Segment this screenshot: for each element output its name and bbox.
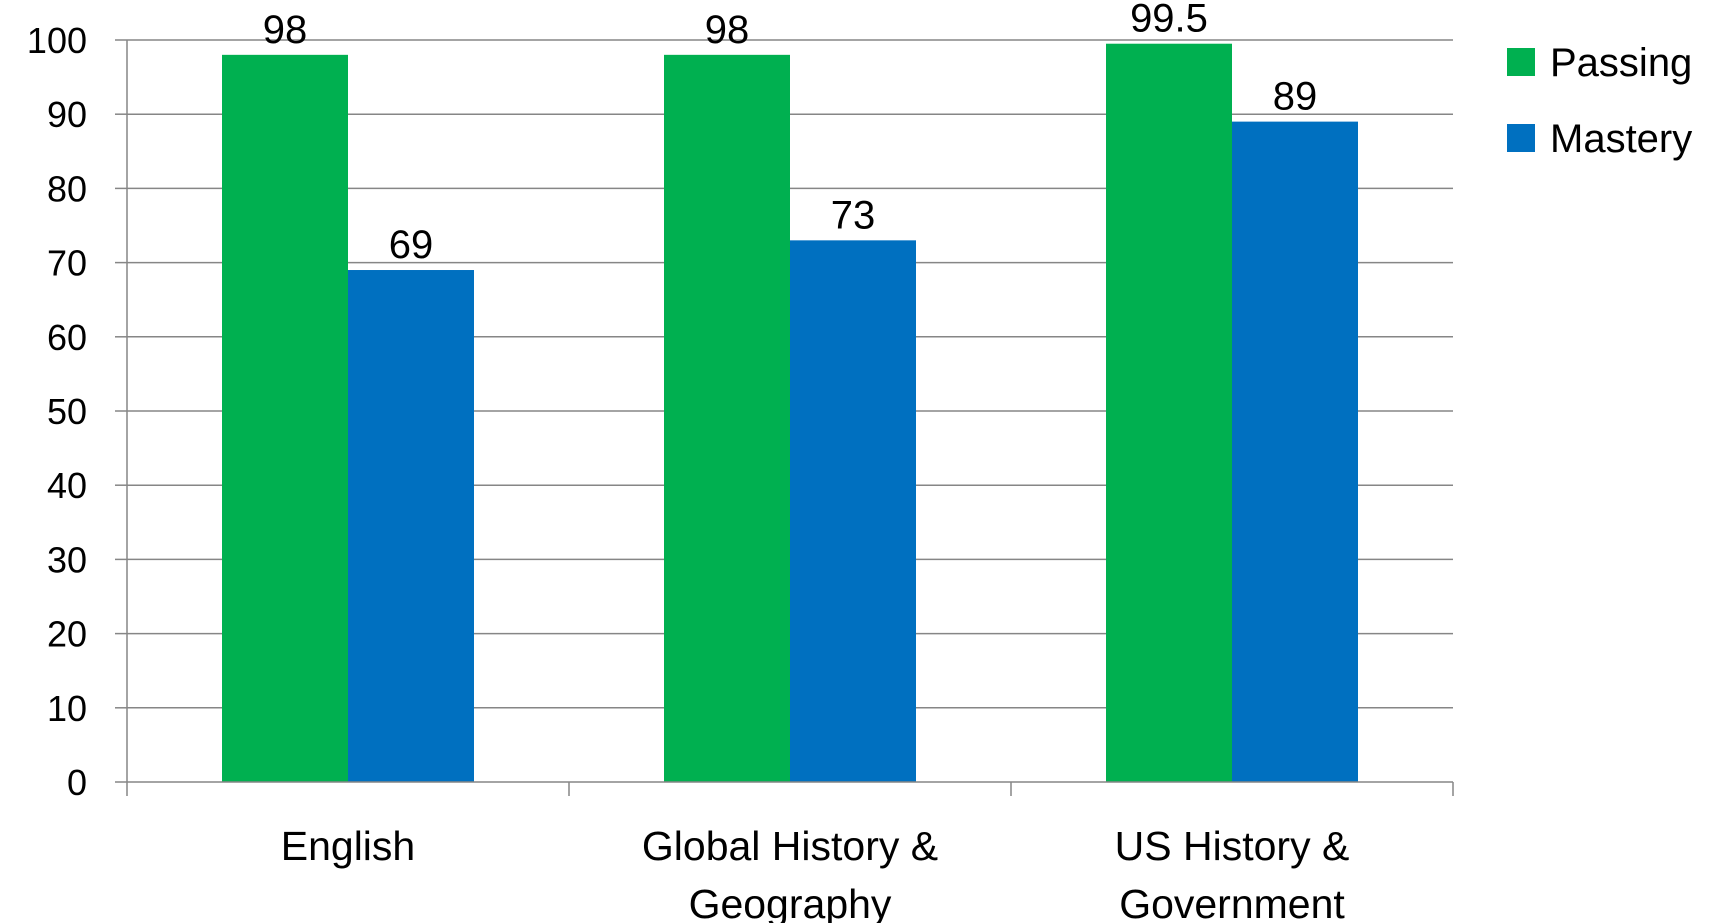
legend: Passing Mastery bbox=[1507, 41, 1692, 161]
x-category-label-0-line-0: English bbox=[281, 823, 415, 869]
legend-swatch-mastery bbox=[1507, 124, 1535, 152]
bar-passing-2 bbox=[1106, 43, 1232, 782]
x-category-label-1-line-0: Global History & bbox=[642, 823, 938, 869]
data-labels: 98 98 99.5 69 73 89 bbox=[263, 0, 1318, 267]
bar-mastery-1 bbox=[790, 240, 916, 783]
data-label-passing-1: 98 bbox=[705, 8, 750, 52]
bar-passing-1 bbox=[664, 54, 790, 782]
y-tick-label-40: 40 bbox=[47, 465, 87, 506]
y-tick-label-30: 30 bbox=[47, 539, 87, 580]
bars bbox=[222, 43, 1358, 783]
y-tick-label-70: 70 bbox=[47, 243, 87, 284]
bar-mastery-0 bbox=[348, 270, 474, 782]
legend-label-passing: Passing bbox=[1550, 41, 1692, 85]
legend-swatch-passing bbox=[1507, 48, 1535, 76]
data-label-mastery-2: 89 bbox=[1273, 75, 1318, 119]
y-tick-label-0: 0 bbox=[67, 762, 87, 803]
x-category-label-2-line-1: Government bbox=[1119, 881, 1345, 923]
y-tick-label-10: 10 bbox=[47, 688, 87, 729]
bar-passing-0 bbox=[222, 54, 348, 782]
y-tick-label-60: 60 bbox=[47, 317, 87, 358]
data-label-mastery-0: 69 bbox=[389, 223, 434, 267]
y-tick-label-50: 50 bbox=[47, 391, 87, 432]
axes: 0 10 20 30 40 50 60 70 80 90 100 English Global Hist… bbox=[27, 20, 1454, 923]
legend-label-mastery: Mastery bbox=[1550, 117, 1692, 161]
bar-mastery-2 bbox=[1232, 121, 1358, 783]
y-tick-label-20: 20 bbox=[47, 614, 87, 655]
y-tick-label-80: 80 bbox=[47, 168, 87, 209]
data-label-mastery-1: 73 bbox=[831, 193, 876, 237]
x-category-label-1-line-1: Geography bbox=[689, 881, 892, 923]
data-label-passing-0: 98 bbox=[263, 8, 308, 52]
y-tick-label-90: 90 bbox=[47, 94, 87, 135]
y-tick-label-100: 100 bbox=[27, 20, 87, 61]
x-category-label-2-line-0: US History & bbox=[1115, 823, 1350, 869]
data-label-passing-2: 99.5 bbox=[1130, 0, 1208, 41]
